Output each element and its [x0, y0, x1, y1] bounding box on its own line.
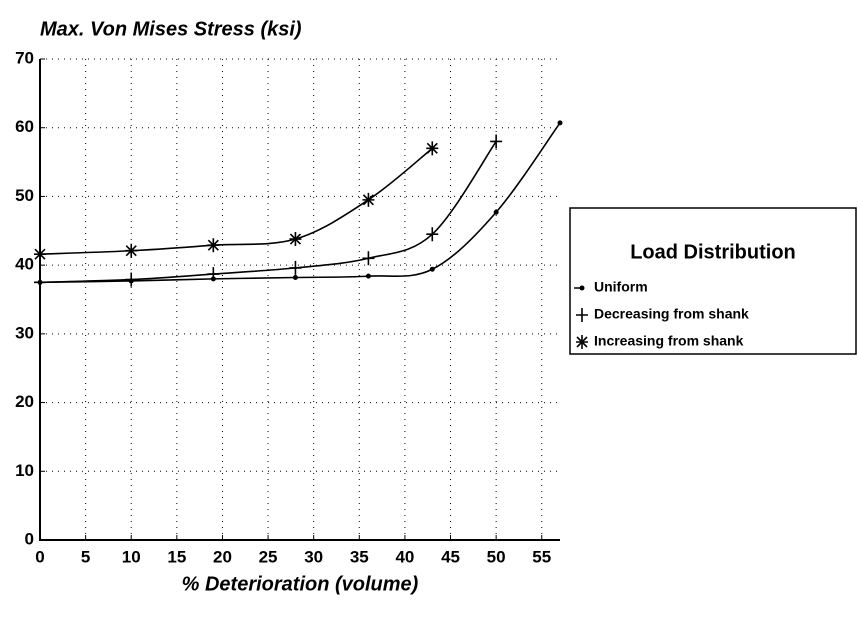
legend-entry: Increasing from shank [594, 333, 744, 349]
marker [289, 260, 302, 275]
marker [579, 285, 585, 291]
x-tick-label: 5 [81, 547, 90, 566]
y-tick-label: 10 [15, 461, 34, 480]
legend: Load Distribution Uniform Decreasing from … [569, 207, 857, 355]
legend-box [569, 207, 857, 355]
marker [292, 275, 298, 281]
marker [426, 141, 439, 156]
x-tick-label: 50 [487, 547, 506, 566]
x-tick-label: 10 [122, 547, 141, 566]
marker [362, 192, 375, 207]
series-line [39, 122, 561, 284]
marker [576, 335, 588, 349]
marker [34, 275, 46, 290]
marker [207, 267, 220, 282]
plot-frame [39, 59, 560, 541]
marker [207, 238, 220, 253]
marker [490, 134, 503, 149]
legend-title: Load Distribution [630, 241, 796, 263]
chart-title: Max. Von Mises Stress (ksi) [40, 18, 302, 40]
y-tick-label: 50 [15, 186, 34, 205]
y-tick-label: 0 [25, 529, 34, 548]
x-tick-label: 0 [35, 547, 44, 566]
y-tick-label: 40 [15, 255, 34, 274]
y-tick-label: 20 [15, 392, 34, 411]
marker [125, 243, 138, 258]
x-tick-label: 20 [213, 547, 232, 566]
series-line [39, 141, 497, 284]
x-tick-label: 25 [259, 547, 278, 566]
marker [365, 273, 371, 279]
marker [34, 247, 46, 262]
x-tick-label: 45 [441, 547, 460, 566]
x-tick-label: 35 [350, 547, 369, 566]
x-tick-label: 30 [304, 547, 323, 566]
marker [557, 120, 563, 126]
x-tick-label: 15 [167, 547, 186, 566]
legend-entry: Uniform [594, 279, 648, 295]
x-tick-label: 55 [532, 547, 551, 566]
marker [426, 227, 439, 242]
marker [362, 251, 375, 266]
x-axis-label: % Deterioration (volume) [182, 573, 419, 595]
y-tick-label: 70 [15, 48, 34, 67]
legend-entry: Decreasing from shank [594, 306, 749, 322]
marker [289, 232, 302, 247]
marker [125, 272, 138, 287]
marker [429, 266, 435, 272]
y-tick-label: 60 [15, 117, 34, 136]
y-tick-label: 30 [15, 323, 34, 342]
marker [576, 308, 588, 322]
series-line [39, 147, 433, 255]
x-tick-label: 40 [395, 547, 414, 566]
marker [493, 209, 499, 215]
